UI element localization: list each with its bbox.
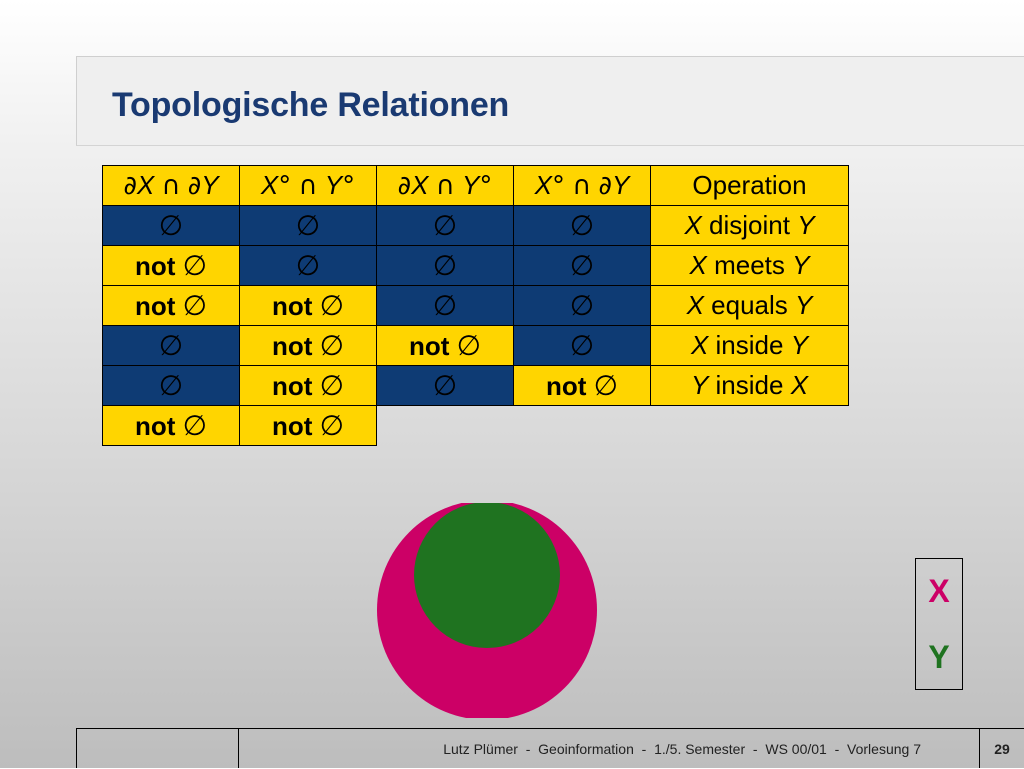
table-cell: ∅ (376, 285, 514, 326)
circles-illustration (377, 503, 597, 718)
table-header-row: ∂X ∩ ∂Y X° ∩ Y° ∂X ∩ Y° X° ∩ ∂Y Operatio… (102, 165, 849, 206)
legend-box: X Y (915, 558, 963, 690)
table-cell: ∅ (513, 245, 651, 286)
page-number: 29 (994, 741, 1010, 757)
table-row: ∅ ∅ ∅ ∅ X disjoint Y (102, 205, 849, 246)
table-cell: ∅ (513, 325, 651, 366)
table-cell: ∅ (376, 365, 514, 406)
table-cell: not ∅ (239, 365, 377, 406)
relations-table: ∂X ∩ ∂Y X° ∩ Y° ∂X ∩ Y° X° ∩ ∂Y Operatio… (102, 165, 849, 446)
table-empty-space (514, 406, 651, 446)
table-row: ∅ not ∅ ∅ not ∅ Y inside X (102, 365, 849, 406)
table-cell: not ∅ (102, 285, 240, 326)
slide-title: Topologische Relationen (112, 86, 510, 124)
header-interior-boundary: X° ∩ ∂Y (513, 165, 651, 206)
table-empty-space (651, 406, 849, 446)
operation-cell: X equals Y (650, 285, 849, 326)
table-cell: ∅ (376, 245, 514, 286)
table-cell: ∅ (513, 285, 651, 326)
legend-x-label: X (928, 573, 950, 609)
legend-y-label: Y (928, 639, 950, 675)
table-cell: ∅ (102, 365, 240, 406)
table-cell: not ∅ (239, 325, 377, 366)
table-cell: not ∅ (513, 365, 651, 406)
table-cell: not ∅ (102, 245, 240, 286)
operation-cell: X inside Y (650, 325, 849, 366)
table-row: ∅ not ∅ not ∅ ∅ X inside Y (102, 325, 849, 366)
table-cell: ∅ (102, 205, 240, 246)
table-cell: ∅ (239, 205, 377, 246)
header-interior-interior: X° ∩ Y° (239, 165, 377, 206)
table-cell: ∅ (513, 205, 651, 246)
footer: Lutz Plümer - Geoinformation - 1./5. Sem… (76, 728, 1024, 768)
footer-text: Lutz Plümer - Geoinformation - 1./5. Sem… (239, 729, 980, 768)
operation-cell: X disjoint Y (650, 205, 849, 246)
circle-y (414, 503, 560, 648)
footer-left-cell (77, 729, 239, 768)
table-cell: not ∅ (102, 405, 240, 446)
header-boundary-boundary: ∂X ∩ ∂Y (102, 165, 240, 206)
table-row: not ∅ not ∅ (102, 405, 849, 446)
table-cell: not ∅ (239, 285, 377, 326)
table-cell: not ∅ (239, 405, 377, 446)
operation-cell: Y inside X (650, 365, 849, 406)
table-cell: ∅ (239, 245, 377, 286)
header-operation: Operation (650, 165, 849, 206)
table-empty-space (377, 406, 514, 446)
table-cell: not ∅ (376, 325, 514, 366)
table-cell: ∅ (376, 205, 514, 246)
table-cell: ∅ (102, 325, 240, 366)
table-row: not ∅ not ∅ ∅ ∅ X equals Y (102, 285, 849, 326)
header-boundary-interior: ∂X ∩ Y° (376, 165, 514, 206)
title-box (76, 56, 1024, 146)
table-row: not ∅ ∅ ∅ ∅ X meets Y (102, 245, 849, 286)
operation-cell: X meets Y (650, 245, 849, 286)
